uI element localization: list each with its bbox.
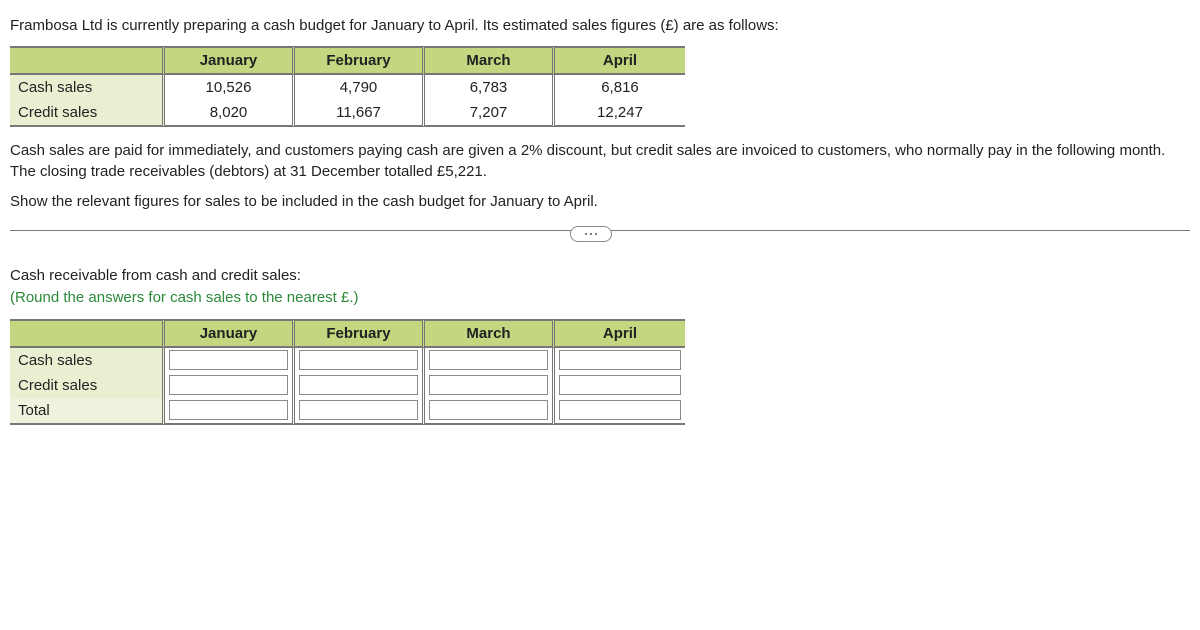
explanation-paragraph: Cash sales are paid for immediately, and…: [10, 141, 1190, 182]
section-divider: [10, 230, 1190, 244]
sales-table: January February March April Cash sales …: [10, 46, 685, 127]
cash-apr-input[interactable]: [559, 350, 681, 370]
dots-icon: [590, 233, 592, 235]
sales-col-mar: March: [425, 46, 555, 75]
answer-col-feb: February: [295, 319, 425, 348]
answer-hint: (Round the answers for cash sales to the…: [10, 288, 1190, 308]
sales-table-corner: [10, 46, 165, 75]
cell: 12,247: [555, 100, 685, 127]
instruction-paragraph: Show the relevant figures for sales to b…: [10, 192, 1190, 212]
cell: 4,790: [295, 75, 425, 100]
table-row: Cash sales: [10, 348, 685, 373]
dots-icon: [595, 233, 597, 235]
row-label-total: Total: [10, 398, 165, 425]
dots-icon: [585, 233, 587, 235]
credit-mar-input[interactable]: [429, 375, 548, 395]
credit-apr-input[interactable]: [559, 375, 681, 395]
cash-feb-input[interactable]: [299, 350, 418, 370]
cell: 11,667: [295, 100, 425, 127]
total-apr-input[interactable]: [559, 400, 681, 420]
table-row: Cash sales 10,526 4,790 6,783 6,816: [10, 75, 685, 100]
cash-jan-input[interactable]: [169, 350, 288, 370]
credit-jan-input[interactable]: [169, 375, 288, 395]
table-row: Credit sales: [10, 373, 685, 398]
table-row: Total: [10, 398, 685, 425]
intro-paragraph: Frambosa Ltd is currently preparing a ca…: [10, 16, 1190, 36]
answer-col-apr: April: [555, 319, 685, 348]
credit-feb-input[interactable]: [299, 375, 418, 395]
sales-col-apr: April: [555, 46, 685, 75]
cell: 8,020: [165, 100, 295, 127]
answer-table: January February March April Cash sales …: [10, 319, 685, 425]
row-label-cash: Cash sales: [10, 348, 165, 373]
answer-col-mar: March: [425, 319, 555, 348]
sales-col-jan: January: [165, 46, 295, 75]
row-label-credit: Credit sales: [10, 100, 165, 127]
cash-mar-input[interactable]: [429, 350, 548, 370]
total-feb-input[interactable]: [299, 400, 418, 420]
total-jan-input[interactable]: [169, 400, 288, 420]
row-label-credit: Credit sales: [10, 373, 165, 398]
table-row: Credit sales 8,020 11,667 7,207 12,247: [10, 100, 685, 127]
cell: 7,207: [425, 100, 555, 127]
answer-col-jan: January: [165, 319, 295, 348]
cell: 6,816: [555, 75, 685, 100]
sales-col-feb: February: [295, 46, 425, 75]
expand-pill[interactable]: [570, 226, 612, 242]
answer-heading: Cash receivable from cash and credit sal…: [10, 266, 1190, 286]
total-mar-input[interactable]: [429, 400, 548, 420]
answer-table-corner: [10, 319, 165, 348]
row-label-cash: Cash sales: [10, 75, 165, 100]
cell: 6,783: [425, 75, 555, 100]
cell: 10,526: [165, 75, 295, 100]
